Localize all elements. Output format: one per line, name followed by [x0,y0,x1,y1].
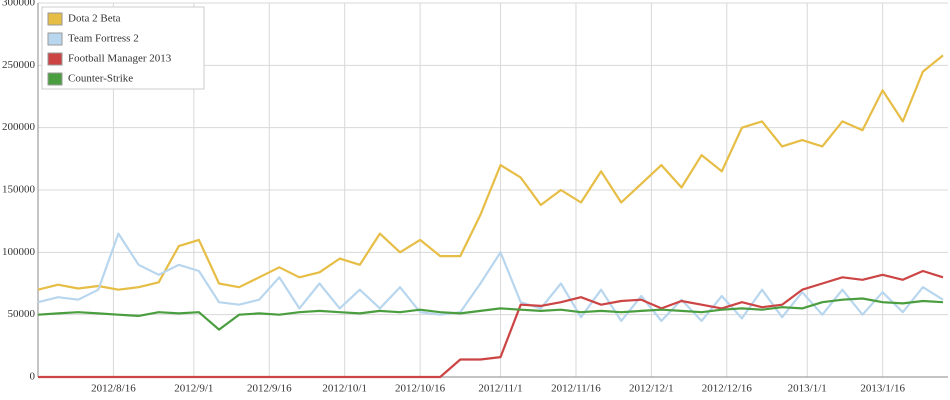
y-tick-label: 200000 [2,121,36,133]
x-tick-label: 2012/11/16 [551,383,601,395]
series-line [38,269,944,379]
legend-swatch [47,52,63,66]
legend-box [41,6,205,90]
x-tick-label: 2012/8/16 [91,383,136,395]
legend-swatch [47,72,63,86]
x-tick-label: 2012/12/16 [702,383,753,395]
y-tick-label: 150000 [2,184,36,196]
legend-label: Dota 2 Beta [68,13,121,25]
x-tick-label: 2012/10/16 [395,383,446,395]
legend-label: Football Manager 2013 [68,53,172,65]
x-tick-label: 2012/9/16 [247,383,292,395]
x-tick-label: 2012/11/1 [478,383,522,395]
x-tick-label: 2012/9/1 [174,383,213,395]
series-line [37,297,944,331]
y-tick-label: 250000 [2,59,36,71]
legend-label: Counter-Strike [68,73,133,85]
y-tick-label: 300000 [2,0,36,9]
y-tick-label: 100000 [2,246,36,258]
y-tick-label: 0 [30,371,36,383]
legend-swatch [47,32,63,46]
x-tick-label: 2013/1/16 [860,383,905,395]
y-tick-label: 50000 [8,308,36,320]
legend-swatch [47,12,63,26]
legend-label: Team Fortress 2 [68,33,139,45]
series-line [37,54,944,291]
x-tick-label: 2012/10/1 [322,383,367,395]
x-tick-label: 2013/1/1 [788,383,827,395]
series-line [37,232,944,322]
x-tick-label: 2012/12/1 [629,383,674,395]
